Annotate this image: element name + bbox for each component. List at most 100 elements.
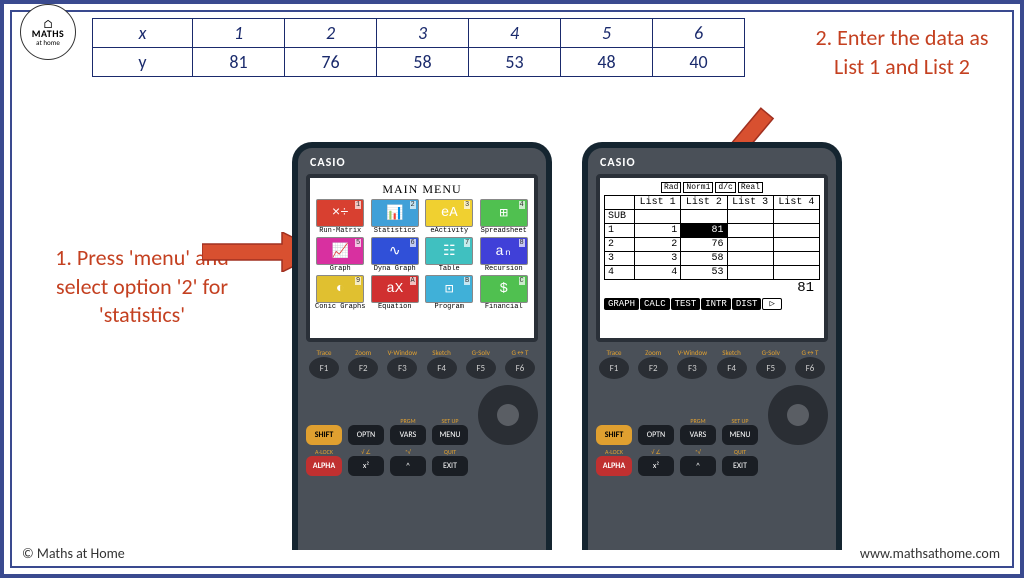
fkey-row: TraceF1ZoomF2V-WindowF3SketchF4G-SolvF5G… <box>596 348 828 379</box>
stats-cell <box>727 266 773 280</box>
stats-badge: d/c <box>715 182 735 193</box>
menu-label: Equation <box>378 303 412 311</box>
menu-item-run-matrix[interactable]: 1×÷Run-Matrix <box>314 199 367 235</box>
stats-badge: Rad <box>661 182 681 193</box>
fkey-row: TraceF1ZoomF2V-WindowF3SketchF4G-SolvF5G… <box>306 348 538 379</box>
fkey-label: G↔T <box>512 348 529 357</box>
stats-cell <box>773 224 819 238</box>
menu-title: MAIN MENU <box>314 182 530 197</box>
menu-icon: 4⊞ <box>480 199 528 227</box>
btn-x²[interactable]: x² <box>348 456 384 476</box>
btn-menu[interactable]: MENU <box>432 425 468 445</box>
menu-item-program[interactable]: B⊡Program <box>423 275 476 311</box>
menu-item-financial[interactable]: C$Financial <box>478 275 531 311</box>
btn-top-label: √ ∠ <box>361 448 371 456</box>
stats-tab-dist[interactable]: DIST <box>732 298 762 310</box>
fkey-f6[interactable]: F6 <box>505 357 535 379</box>
menu-label: Statistics <box>374 227 416 235</box>
calc-brand: CASIO <box>306 156 538 170</box>
fkey-f2[interactable]: F2 <box>638 357 668 379</box>
menu-grid: 1×÷Run-Matrix2📊Statistics3eAeActivity4⊞S… <box>314 199 530 311</box>
stats-cell <box>727 238 773 252</box>
btn-top-label: PRGM <box>690 417 705 425</box>
stats-cell: 76 <box>681 238 727 252</box>
stats-tab-test[interactable]: TEST <box>671 298 701 310</box>
dpad[interactable] <box>478 385 538 445</box>
stats-tab-graph[interactable]: GRAPH <box>604 298 639 310</box>
menu-label: Graph <box>330 265 351 273</box>
btn-menu[interactable]: MENU <box>722 425 758 445</box>
button-row-2: SHIFTOPTNPRGMVARSSET UPMENU <box>306 385 538 445</box>
button-row-3: A-LOCKALPHA√ ∠x²ⁿ√^QUITEXIT <box>596 448 828 476</box>
btn-shift[interactable]: SHIFT <box>306 425 342 445</box>
btn-optn[interactable]: OPTN <box>638 425 674 445</box>
stats-cell: 81 <box>681 224 727 238</box>
btn-top-label: ⁿ√ <box>405 448 410 456</box>
stats-tabs: GRAPHCALCTESTINTRDIST▷ <box>604 298 820 310</box>
btn-top-label: QUIT <box>444 448 456 456</box>
stats-tab-calc[interactable]: CALC <box>640 298 670 310</box>
btn-exit[interactable]: EXIT <box>722 456 758 476</box>
fkey-f1[interactable]: F1 <box>309 357 339 379</box>
menu-icon: 9◐ <box>316 275 364 303</box>
stats-tab-intr[interactable]: INTR <box>701 298 731 310</box>
dpad[interactable] <box>768 385 828 445</box>
stats-cell: 53 <box>681 266 727 280</box>
btn-top-label: A-LOCK <box>605 448 623 456</box>
stats-badges: RadNorm1d/cReal <box>604 182 820 193</box>
btn-alpha[interactable]: ALPHA <box>306 456 342 476</box>
btn-^[interactable]: ^ <box>680 456 716 476</box>
stats-cell: 2 <box>605 238 635 252</box>
calculator-left: CASIO MAIN MENU 1×÷Run-Matrix2📊Statistic… <box>292 142 552 550</box>
stats-cell: 4 <box>635 266 681 280</box>
fkey-f2[interactable]: F2 <box>348 357 378 379</box>
fkey-f4[interactable]: F4 <box>717 357 747 379</box>
menu-icon: 3eA <box>425 199 473 227</box>
menu-label: Program <box>435 303 464 311</box>
menu-icon: AaX <box>371 275 419 303</box>
menu-label: Dyna Graph <box>374 265 416 273</box>
btn-vars[interactable]: VARS <box>390 425 426 445</box>
btn-^[interactable]: ^ <box>390 456 426 476</box>
btn-shift[interactable]: SHIFT <box>596 425 632 445</box>
stats-list-table: List 1List 2List 3List 4SUB1181227633584… <box>604 195 820 280</box>
list-header: List 1 <box>635 196 681 210</box>
calc-screen-stats: RadNorm1d/cReal List 1List 2List 3List 4… <box>596 174 828 342</box>
menu-icon: B⊡ <box>425 275 473 303</box>
menu-item-spreadsheet[interactable]: 4⊞Spreadsheet <box>478 199 531 235</box>
menu-item-equation[interactable]: AaXEquation <box>369 275 422 311</box>
fkey-f6[interactable]: F6 <box>795 357 825 379</box>
menu-item-recursion[interactable]: 8aₙRecursion <box>478 237 531 273</box>
fkey-f5[interactable]: F5 <box>466 357 496 379</box>
btn-x²[interactable]: x² <box>638 456 674 476</box>
menu-item-graph[interactable]: 5📈Graph <box>314 237 367 273</box>
fkey-f4[interactable]: F4 <box>427 357 457 379</box>
btn-top-label: PRGM <box>400 417 415 425</box>
stats-cell: 3 <box>605 252 635 266</box>
stats-badge: Real <box>738 182 763 193</box>
fkey-label: V-Window <box>678 348 708 357</box>
stats-tab-▷[interactable]: ▷ <box>762 298 781 310</box>
y-header: y <box>93 48 193 77</box>
logo-text2: at home <box>36 39 60 46</box>
menu-item-dyna-graph[interactable]: 6∿Dyna Graph <box>369 237 422 273</box>
stats-cell: 58 <box>681 252 727 266</box>
btn-vars[interactable]: VARS <box>680 425 716 445</box>
menu-icon: 7☷ <box>425 237 473 265</box>
fkey-f5[interactable]: F5 <box>756 357 786 379</box>
fkey-f1[interactable]: F1 <box>599 357 629 379</box>
menu-item-statistics[interactable]: 2📊Statistics <box>369 199 422 235</box>
fkey-f3[interactable]: F3 <box>677 357 707 379</box>
menu-item-eactivity[interactable]: 3eAeActivity <box>423 199 476 235</box>
btn-top-label: SET UP <box>732 417 749 425</box>
menu-item-conic-graphs[interactable]: 9◐Conic Graphs <box>314 275 367 311</box>
menu-label: Financial <box>485 303 523 311</box>
footer-url: www.mathsathome.com <box>860 545 1000 562</box>
menu-label: Run-Matrix <box>319 227 361 235</box>
btn-exit[interactable]: EXIT <box>432 456 468 476</box>
fkey-label: V-Window <box>388 348 418 357</box>
btn-optn[interactable]: OPTN <box>348 425 384 445</box>
fkey-f3[interactable]: F3 <box>387 357 417 379</box>
btn-alpha[interactable]: ALPHA <box>596 456 632 476</box>
menu-item-table[interactable]: 7☷Table <box>423 237 476 273</box>
